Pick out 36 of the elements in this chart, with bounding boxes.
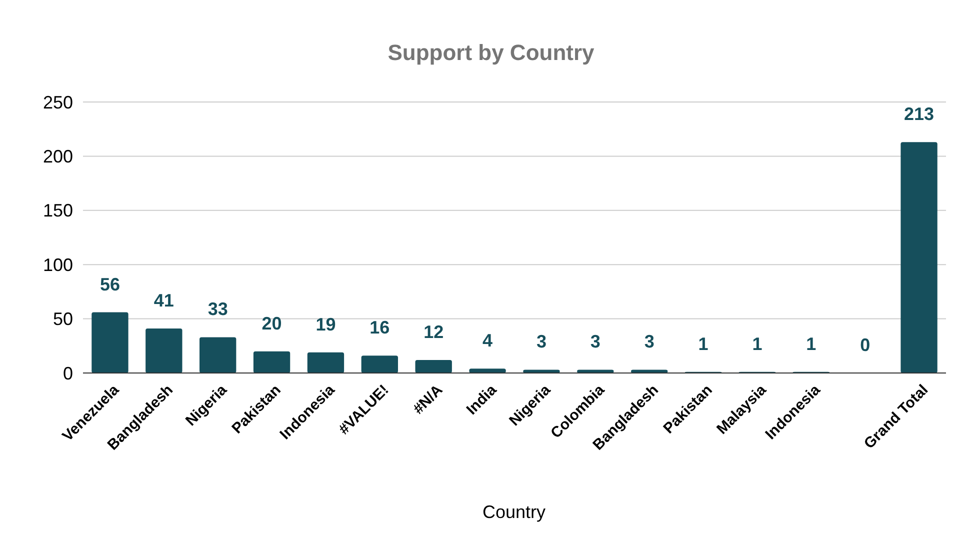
data-label: 3 [644, 332, 654, 352]
bar [253, 351, 290, 373]
data-label: 1 [698, 334, 708, 354]
data-label: 3 [536, 332, 546, 352]
y-tick-label: 100 [42, 254, 73, 275]
data-label: 213 [904, 104, 934, 124]
data-label: 4 [482, 330, 493, 351]
y-tick-label: 250 [42, 92, 73, 112]
y-tick-label: 150 [42, 200, 73, 221]
data-label: 12 [424, 322, 444, 342]
data-label: 41 [154, 290, 174, 311]
data-label: 1 [752, 334, 762, 354]
bar [146, 328, 182, 373]
data-label: 20 [262, 313, 282, 334]
x-axis-title: Country [482, 502, 546, 522]
bar [307, 352, 344, 373]
y-tick-label: 0 [62, 363, 73, 384]
bar [92, 312, 128, 373]
bar [415, 360, 452, 373]
chart-title: Support by Country [388, 40, 596, 65]
y-tick-label: 50 [52, 309, 73, 330]
data-label: 3 [590, 332, 600, 352]
data-label: 16 [370, 318, 390, 338]
bar [577, 370, 614, 373]
bar [523, 370, 560, 373]
data-label: 1 [806, 334, 816, 354]
bar [631, 370, 668, 373]
data-label: 0 [860, 335, 870, 355]
y-tick-label: 200 [42, 146, 73, 166]
bar [900, 142, 938, 373]
data-label: 19 [316, 314, 336, 334]
data-label: 33 [208, 299, 228, 320]
bar [200, 337, 236, 373]
data-label: 56 [100, 274, 120, 294]
bar [469, 368, 506, 373]
bar [361, 356, 398, 373]
